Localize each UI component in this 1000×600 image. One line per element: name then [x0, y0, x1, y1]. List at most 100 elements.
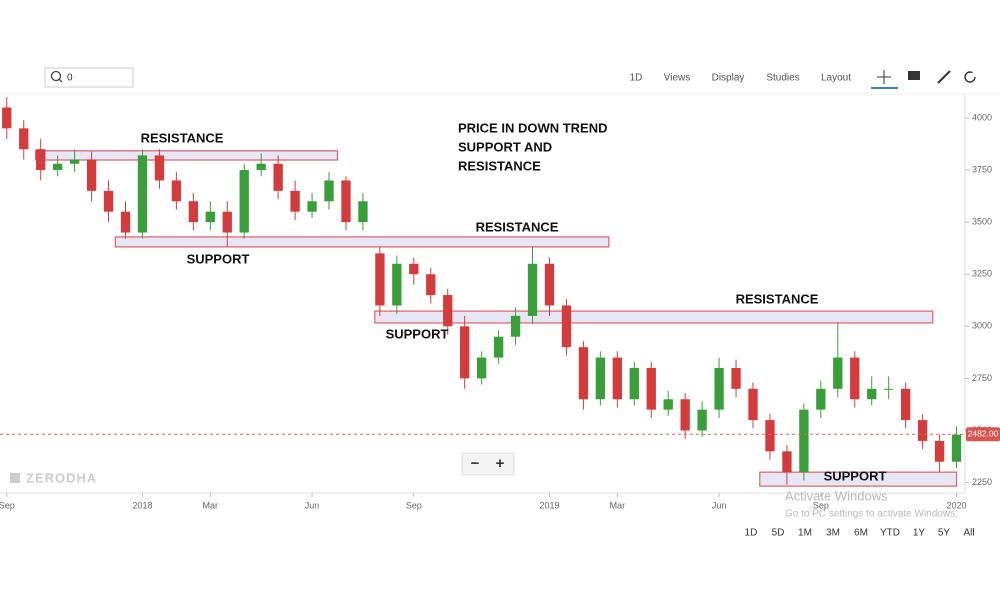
- candle-body: [917, 420, 928, 441]
- candle-body: [544, 263, 555, 306]
- zoom-panel: [461, 452, 515, 476]
- annotation: RESISTANCE: [736, 291, 819, 306]
- draw-icon[interactable]: [937, 70, 951, 84]
- candle-body: [561, 305, 572, 348]
- candle-body: [341, 180, 351, 223]
- candle-body: [680, 399, 690, 431]
- menu-item[interactable]: Views: [664, 73, 691, 84]
- zoom-out[interactable]: −: [471, 455, 480, 472]
- x-tick-label: 2020: [947, 500, 967, 510]
- watermark-logo: [10, 473, 20, 483]
- x-tick-label: 2019: [539, 500, 559, 510]
- candle-body: [578, 347, 589, 400]
- candle-body: [714, 367, 724, 410]
- range-button[interactable]: 6M: [854, 528, 868, 539]
- candle-body: [375, 253, 385, 306]
- candle-body: [663, 399, 673, 410]
- menu-item[interactable]: 1D: [630, 73, 643, 84]
- candle-body: [782, 451, 792, 473]
- candle-body: [171, 180, 182, 202]
- candle-body: [527, 263, 538, 316]
- y-tick-label: 2750: [972, 373, 992, 383]
- comment-icon[interactable]: [908, 71, 920, 80]
- y-tick-label: 4000: [972, 112, 992, 122]
- candle-body: [52, 163, 63, 171]
- price-zone: [114, 236, 610, 248]
- price-zone: [374, 310, 934, 324]
- candle-body: [612, 357, 622, 400]
- candle-body: [36, 149, 46, 171]
- candle-body: [799, 409, 809, 473]
- candle-body: [426, 274, 436, 296]
- x-tick-label: Sep: [406, 500, 422, 510]
- annotation: SUPPORT: [386, 326, 449, 341]
- range-button[interactable]: YTD: [880, 528, 900, 539]
- candle-body: [595, 357, 606, 400]
- candle-body: [731, 367, 741, 389]
- candle-body: [765, 420, 775, 452]
- zoom-in[interactable]: +: [496, 455, 505, 472]
- search-box[interactable]: [44, 67, 134, 88]
- candle-body: [290, 190, 300, 212]
- candle-body: [256, 163, 266, 171]
- y-tick-label: 2250: [972, 477, 992, 487]
- x-tick-label: Jun: [712, 500, 727, 510]
- menu-item[interactable]: Studies: [766, 73, 799, 84]
- candle-body: [629, 367, 639, 400]
- candle-body: [120, 211, 131, 233]
- annotation: SUPPORT: [187, 251, 250, 266]
- last-price-tag: [966, 427, 1000, 442]
- candle-body: [239, 170, 249, 233]
- range-button[interactable]: 1M: [798, 528, 812, 539]
- activation-title: Activate Windows: [785, 488, 888, 503]
- candle-body: [493, 336, 504, 358]
- range-button[interactable]: 5Y: [938, 528, 951, 539]
- range-button[interactable]: All: [963, 528, 974, 539]
- range-button[interactable]: 1Y: [913, 528, 926, 539]
- candle-body: [850, 357, 860, 400]
- note: RESISTANCE: [458, 158, 541, 173]
- candle-body: [934, 440, 945, 462]
- candle-body: [816, 388, 826, 410]
- menu-item[interactable]: Layout: [821, 73, 851, 84]
- candle-body: [205, 211, 215, 223]
- candle-body: [307, 201, 317, 212]
- candle-body: [409, 263, 419, 275]
- candle-body: [137, 155, 148, 233]
- candle-body: [2, 107, 12, 129]
- reset-icon[interactable]: [964, 71, 976, 83]
- x-tick-label: Sep: [0, 500, 15, 510]
- search-icon: [58, 78, 63, 83]
- candle-body: [748, 388, 758, 421]
- range-button[interactable]: 3M: [826, 528, 840, 539]
- y-tick-label: 3500: [972, 216, 992, 226]
- candle-body: [392, 263, 402, 306]
- candle-body: [900, 388, 911, 421]
- price-zone: [759, 471, 958, 487]
- candle-body: [460, 326, 470, 379]
- x-tick-label: Mar: [610, 500, 626, 510]
- search-text[interactable]: 0: [67, 73, 73, 84]
- annotation: RESISTANCE: [476, 219, 559, 234]
- range-button[interactable]: 1D: [745, 528, 758, 539]
- candle-body: [697, 409, 707, 431]
- y-tick-label: 3000: [972, 321, 992, 331]
- candle-body: [19, 128, 29, 150]
- candle-body: [86, 159, 97, 191]
- annotation: RESISTANCE: [141, 130, 224, 145]
- candle-body: [154, 155, 165, 181]
- x-tick-label: Mar: [203, 500, 219, 510]
- candle-body: [646, 367, 656, 410]
- range-button[interactable]: 5D: [772, 528, 785, 539]
- x-tick-label: Jun: [305, 500, 320, 510]
- candle-body: [867, 388, 877, 400]
- menu-item[interactable]: Display: [712, 73, 745, 84]
- price-zone: [35, 150, 339, 161]
- candle-body: [324, 180, 334, 202]
- candle-body: [273, 163, 283, 191]
- candle-body: [103, 190, 114, 212]
- y-tick-label: 3750: [972, 164, 992, 174]
- candle-body: [222, 211, 232, 233]
- x-tick-label: 2018: [132, 500, 152, 510]
